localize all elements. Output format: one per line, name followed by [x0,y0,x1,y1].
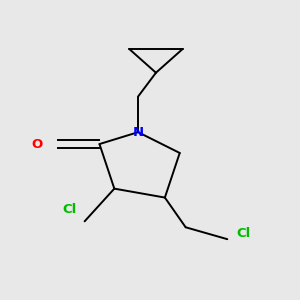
Text: O: O [32,138,43,151]
Text: Cl: Cl [236,227,251,240]
Text: Cl: Cl [63,203,77,216]
Text: N: N [133,126,144,139]
